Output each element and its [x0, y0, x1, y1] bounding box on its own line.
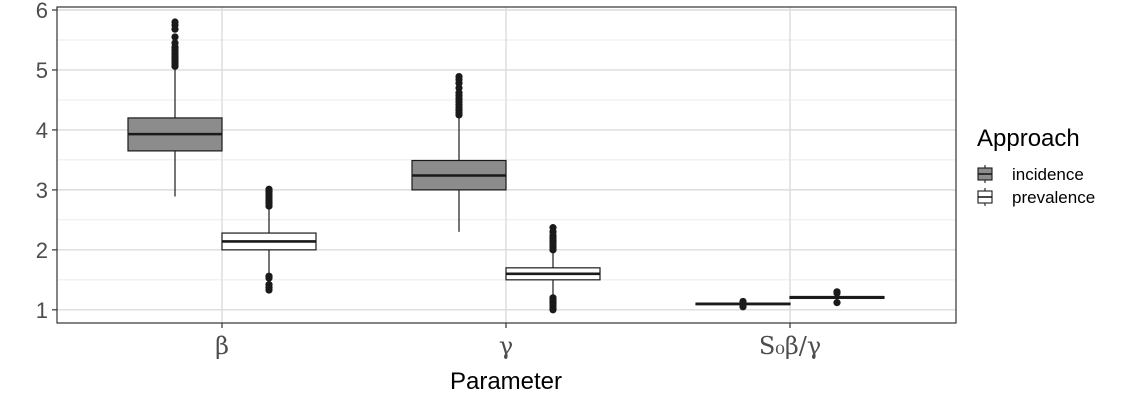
legend-item-incidence: incidence: [977, 165, 1084, 184]
legend-label: prevalence: [1012, 188, 1095, 207]
boxes: [127, 18, 885, 314]
outlier-point: [171, 18, 179, 26]
x-axis-title: Parameter: [450, 368, 562, 395]
legend-item-prevalence: prevalence: [977, 188, 1095, 207]
y-tick-label: 5: [36, 58, 48, 83]
outlier-point: [171, 39, 179, 47]
box-incidence: [695, 297, 791, 311]
outlier-point: [549, 224, 557, 232]
x-tick-label: S₀β/γ: [759, 332, 821, 360]
legend-label: incidence: [1012, 165, 1084, 184]
legend: Approach incidence prevalence: [977, 125, 1095, 207]
box-prevalence: [221, 185, 317, 294]
y-tick-label: 1: [36, 298, 48, 323]
outlier-point: [265, 185, 273, 193]
y-tick-label: 4: [36, 118, 48, 143]
box-incidence: [127, 18, 223, 197]
outlier-point: [171, 33, 179, 41]
box-incidence: [411, 72, 507, 232]
x-tick-label: γ: [499, 332, 513, 360]
legend-title: Approach: [977, 125, 1080, 152]
y-tick-label: 6: [36, 0, 48, 23]
outlier-point: [265, 286, 273, 294]
outlier-point: [265, 274, 273, 282]
outlier-point: [549, 306, 557, 314]
y-axis-ticks: 1 2 3 4 5 6: [36, 0, 57, 323]
outlier-point: [833, 299, 841, 307]
y-tick-label: 2: [36, 238, 48, 263]
outlier-point: [455, 72, 463, 81]
x-axis-ticks: β γ S₀β/γ: [215, 323, 821, 360]
outlier-point: [739, 303, 747, 311]
outlier-point: [739, 297, 747, 306]
box-prevalence: [789, 288, 885, 307]
x-tick-label: β: [215, 332, 229, 360]
outlier-point: [833, 288, 841, 296]
y-tick-label: 3: [36, 178, 48, 203]
box-prevalence: [505, 224, 601, 314]
